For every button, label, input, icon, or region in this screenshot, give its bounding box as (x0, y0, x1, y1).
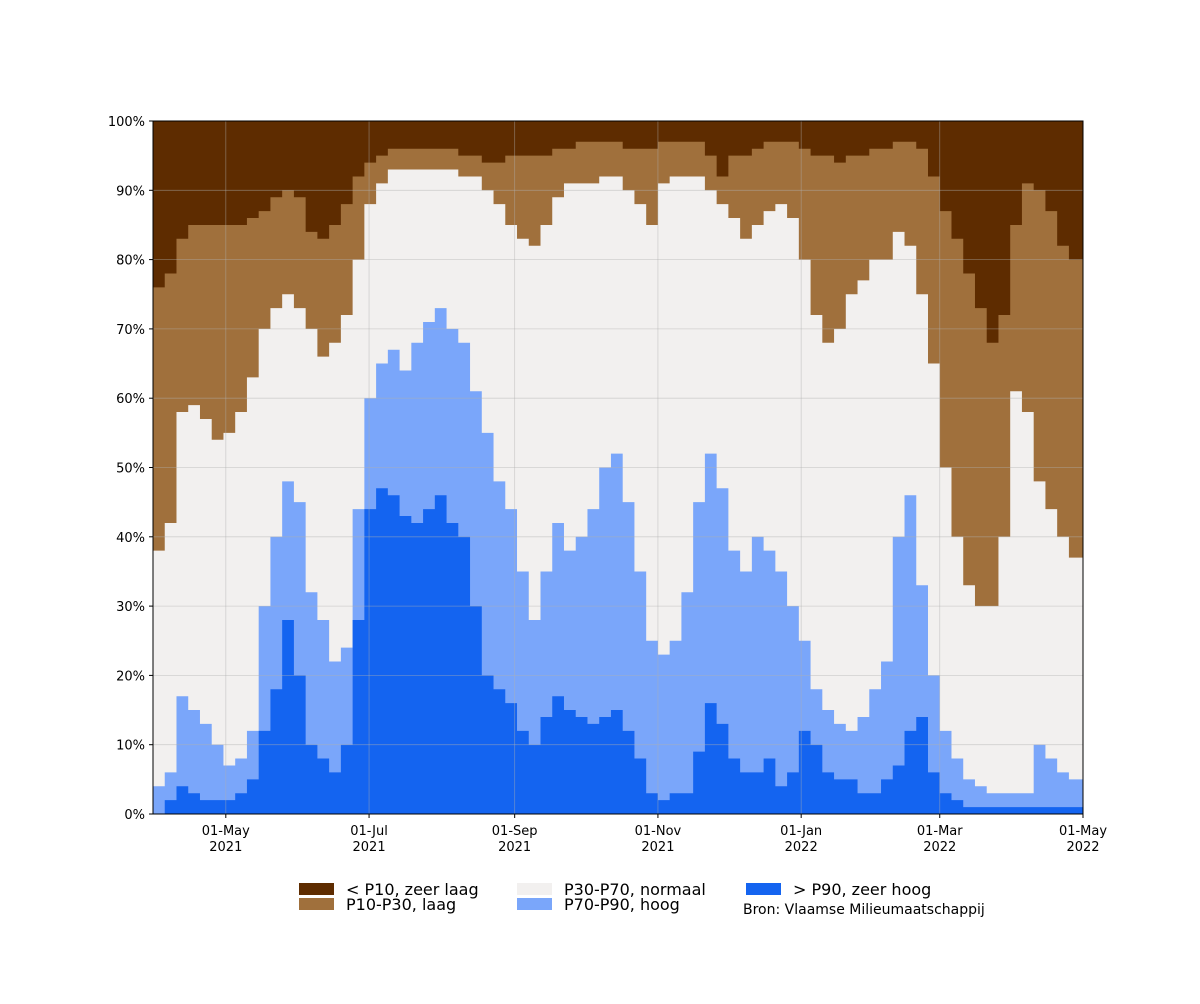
x-tick-label: 01-May (1059, 824, 1107, 839)
legend-swatch (299, 898, 334, 910)
x-tick-label-year: 2021 (498, 840, 531, 855)
y-tick-label: 100% (108, 115, 145, 130)
x-tick-label: 01-Jul (350, 824, 388, 839)
legend-label: P70-P90, hoog (564, 895, 680, 914)
source-note: Bron: Vlaamse Milieumaatschappij (743, 902, 985, 918)
x-tick-label: 01-May (202, 824, 250, 839)
x-tick-label-year: 2022 (923, 840, 956, 855)
legend-swatch (517, 883, 552, 895)
x-tick-label-year: 2022 (785, 840, 818, 855)
y-tick-label: 70% (116, 323, 145, 338)
area-series-group (153, 121, 1083, 815)
y-axis: 0% 10% 20% 30% 40% 50% 60% 70% 80% 90% 100% (108, 115, 153, 823)
x-tick-label-year: 2021 (209, 840, 242, 855)
x-tick-label-year: 2021 (353, 840, 386, 855)
gridlines (153, 121, 1083, 814)
y-tick-label: 10% (116, 739, 145, 754)
x-tick-label: 01-Jan (780, 824, 822, 839)
y-tick-label: 60% (116, 392, 145, 407)
x-axis: 01-May202101-Jul202101-Sep202101-Nov2021… (202, 814, 1107, 855)
x-tick-label: 01-Sep (492, 824, 538, 839)
y-tick-label: 0% (124, 808, 145, 823)
y-tick-label: 20% (116, 669, 145, 684)
legend-swatch (746, 883, 781, 895)
legend-label: P10-P30, laag (346, 895, 456, 914)
x-tick-label: 01-Mar (917, 824, 963, 839)
y-tick-label: 40% (116, 531, 145, 546)
legend-label: P30-P70, normaal (564, 880, 706, 899)
y-tick-label: 50% (116, 462, 145, 477)
y-tick-label: 80% (116, 254, 145, 269)
y-tick-label: 90% (116, 184, 145, 199)
x-tick-label-year: 2022 (1066, 840, 1099, 855)
x-tick-label-year: 2021 (641, 840, 674, 855)
legend-swatch (299, 883, 334, 895)
y-tick-label: 30% (116, 600, 145, 615)
area--p90-zeer-hoog (153, 488, 1083, 814)
legend-swatch (517, 898, 552, 910)
legend-label: < P10, zeer laag (346, 880, 479, 899)
legend-label: > P90, zeer hoog (793, 880, 931, 899)
x-tick-label: 01-Nov (635, 824, 682, 839)
